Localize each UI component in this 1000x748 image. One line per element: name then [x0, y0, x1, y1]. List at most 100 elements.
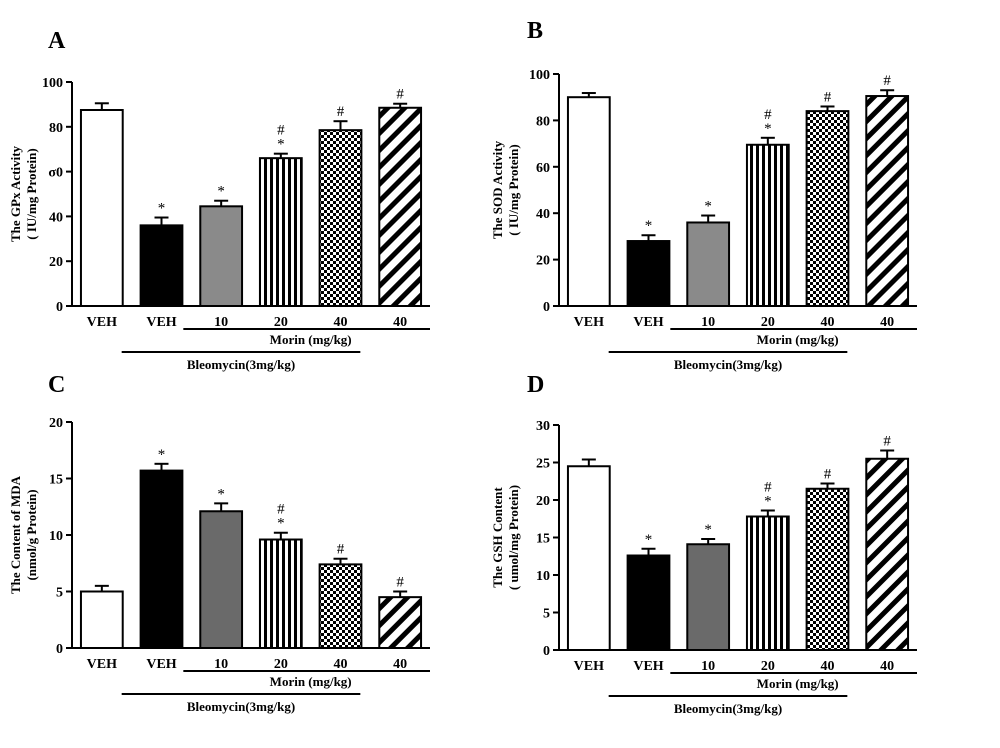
category-label: 20 [274, 315, 288, 330]
category-label: 40 [821, 315, 835, 330]
morin-label: Morin (mg/kg) [757, 676, 839, 691]
bar [258, 538, 303, 650]
y-axis-label: The SOD Activity [490, 140, 505, 239]
bar [199, 510, 244, 649]
bar [805, 487, 850, 651]
bar [318, 129, 363, 307]
bar [258, 157, 303, 307]
significance-mark: * [645, 218, 653, 234]
y-tick-label: 100 [529, 68, 550, 83]
chart-panel-d: D 0 5 10 15 20 25 30 The GSH Content( umol/mg Pr… [490, 372, 917, 716]
significance-mark: # [396, 87, 404, 103]
y-tick-label: 80 [536, 114, 550, 129]
morin-label: Morin (mg/kg) [270, 332, 352, 347]
category-label: VEH [574, 659, 604, 674]
bar [805, 110, 850, 308]
significance-mark: # [337, 542, 345, 558]
bar [566, 465, 611, 651]
y-tick-label: 0 [56, 300, 63, 315]
y-tick-label: 5 [56, 586, 63, 601]
category-label: 10 [701, 659, 715, 674]
significance-mark: # [883, 434, 891, 450]
y-tick-label: 0 [56, 642, 63, 657]
bar [566, 96, 611, 307]
bar [745, 515, 790, 651]
chart-panel-b: B 0 20 40 60 80 100 The SOD Activity( IU/mg Pro… [490, 18, 917, 372]
significance-mark: * [645, 532, 653, 548]
bar [199, 205, 244, 308]
y-axis-label: The GPx Activity [8, 145, 23, 242]
y-tick-label: 10 [536, 569, 550, 584]
bleomycin-label: Bleomycin(3mg/kg) [674, 357, 782, 372]
category-label: VEH [146, 315, 176, 330]
y-tick-label: 20 [536, 254, 550, 269]
significance-mark: # [764, 480, 772, 496]
y-tick-label: 20 [49, 255, 63, 270]
bar [745, 143, 790, 307]
significance-mark: # [764, 107, 772, 123]
y-tick-label: 25 [536, 457, 550, 472]
significance-mark: # [277, 502, 285, 518]
bar [79, 590, 124, 649]
significance-mark: # [277, 123, 285, 139]
significance-mark: * [704, 199, 712, 215]
bleomycin-label: Bleomycin(3mg/kg) [674, 701, 782, 716]
chart-panel-c: C 0 5 10 15 20 The Content of MDA (nmol/g Prote… [8, 372, 430, 714]
bleomycin-label: Bleomycin(3mg/kg) [187, 357, 295, 372]
y-tick-label: 10 [49, 529, 63, 544]
y-tick-label: 5 [543, 607, 550, 622]
y-tick-label: 30 [536, 419, 550, 434]
y-tick-label: 40 [49, 210, 63, 225]
significance-mark: # [824, 89, 832, 105]
bar [318, 563, 363, 650]
y-axis-label-unit: ( IU/mg Protein) [24, 148, 39, 239]
significance-mark: # [337, 104, 345, 120]
y-axis-label-unit: (nmol/g Protein) [24, 489, 39, 580]
significance-mark: * [764, 494, 772, 510]
category-label: 40 [880, 659, 894, 674]
category-label: 40 [334, 315, 348, 330]
bar [865, 457, 910, 651]
category-label: VEH [633, 659, 663, 674]
category-label: 10 [214, 657, 228, 672]
panel-letter: B [527, 18, 543, 44]
bar [626, 240, 671, 307]
y-axis-label-unit: ( IU/mg Protein) [506, 144, 521, 235]
morin-label: Morin (mg/kg) [757, 332, 839, 347]
y-tick-label: 100 [42, 76, 63, 91]
panel-letter: D [527, 372, 544, 398]
category-label: 40 [393, 657, 407, 672]
y-tick-label: 80 [49, 121, 63, 136]
chart-panel-a: A 0 20 40 σ0 80 100 The GPx Activity( IU/mg Pro… [8, 28, 430, 372]
panel-letter: A [48, 28, 66, 54]
category-label: 10 [701, 315, 715, 330]
category-label: VEH [87, 657, 117, 672]
significance-mark: * [277, 137, 285, 153]
bar [139, 469, 184, 649]
significance-mark: * [158, 201, 166, 217]
significance-mark: # [396, 575, 404, 591]
bar [686, 221, 731, 307]
morin-label: Morin (mg/kg) [270, 674, 352, 689]
bar [686, 543, 731, 651]
category-label: 40 [393, 315, 407, 330]
category-label: VEH [574, 315, 604, 330]
significance-mark: * [277, 516, 285, 532]
y-tick-label: 0 [543, 644, 550, 659]
significance-mark: * [158, 447, 166, 463]
category-label: VEH [87, 315, 117, 330]
y-axis-label: The GSH Content [490, 487, 505, 588]
significance-mark: * [217, 184, 225, 200]
y-tick-label: 15 [49, 473, 63, 488]
y-tick-label: 60 [536, 161, 550, 176]
category-label: 20 [274, 657, 288, 672]
significance-mark: # [824, 467, 832, 483]
category-label: 20 [761, 659, 775, 674]
y-tick-label: 15 [536, 532, 550, 547]
y-axis-label-unit: ( umol/mg Protein) [506, 485, 521, 590]
y-tick-label: 20 [49, 416, 63, 431]
category-label: 40 [821, 659, 835, 674]
significance-mark: * [764, 121, 772, 137]
bar [865, 95, 910, 308]
